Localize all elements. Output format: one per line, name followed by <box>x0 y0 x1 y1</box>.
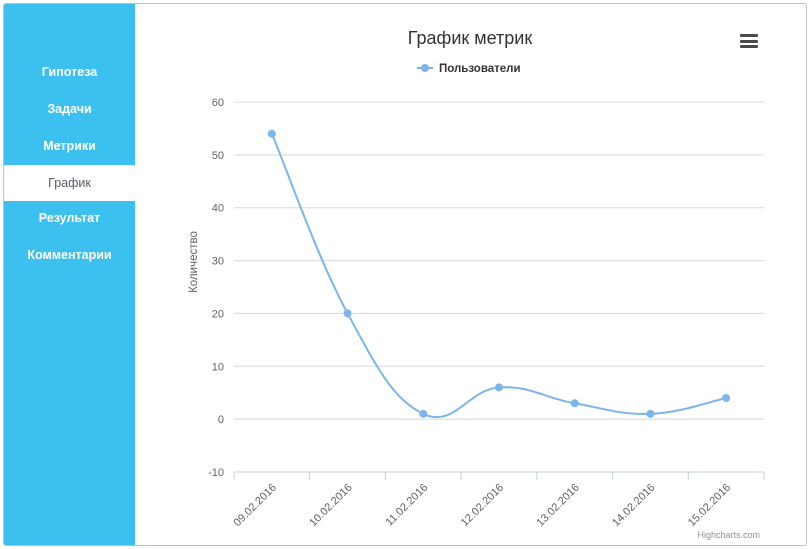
legend-item[interactable]: Пользователи <box>417 63 521 75</box>
x-tick-label: 09.02.2016 <box>232 482 279 529</box>
data-point[interactable] <box>267 129 276 138</box>
x-tick-label: 13.02.2016 <box>534 482 581 529</box>
y-tick-label: 50 <box>212 150 224 162</box>
x-tick-label: 11.02.2016 <box>384 482 431 529</box>
data-point[interactable] <box>495 383 503 392</box>
sidebar: Гипотеза Задачи Метрики График Результат… <box>4 4 135 545</box>
data-point[interactable] <box>419 409 428 418</box>
data-point[interactable] <box>722 394 731 402</box>
y-tick-label: 60 <box>212 97 224 109</box>
hypothesis-modal: Гипотеза Задачи Метрики График Результат… <box>4 4 806 545</box>
y-tick-label: 40 <box>212 203 224 215</box>
series-line <box>270 133 727 419</box>
legend-label: Пользователи <box>439 63 521 75</box>
highcharts-credits[interactable]: Highcharts.com <box>697 530 760 540</box>
sidebar-item-result[interactable]: Результат <box>38 211 101 225</box>
data-point[interactable] <box>646 409 655 418</box>
x-tick-label: 15.02.2016 <box>686 482 733 529</box>
sidebar-item-comments[interactable]: Комментарии <box>27 248 112 262</box>
sidebar-item-tasks[interactable]: Задачи <box>47 102 92 116</box>
legend-marker <box>421 64 429 72</box>
chart-container: График метрик Пользователи -10 0 10 20 30 40 50 6… <box>135 4 806 545</box>
x-tick-label: 10.02.2016 <box>307 482 354 529</box>
sidebar-item-metrics[interactable]: Метрики <box>43 139 96 153</box>
y-tick-label: 0 <box>218 414 224 426</box>
metrics-chart: График метрик Пользователи -10 0 10 20 30 40 50 6… <box>188 28 765 529</box>
x-tick-label: 14.02.2016 <box>610 482 657 529</box>
y-tick-label: 10 <box>212 361 224 373</box>
data-point[interactable] <box>343 309 352 318</box>
sidebar-item-hypothesis[interactable]: Гипотеза <box>41 65 98 79</box>
y-axis-title: Количество <box>188 231 200 293</box>
y-tick-label: 20 <box>212 308 224 320</box>
x-tick-label: 12.02.2016 <box>459 482 506 529</box>
y-tick-label: 30 <box>212 256 224 268</box>
y-tick-label: -10 <box>208 467 224 479</box>
hamburger-menu-icon[interactable] <box>740 34 758 48</box>
sidebar-item-chart[interactable]: График <box>4 165 135 201</box>
data-point[interactable] <box>570 399 579 408</box>
chart-title: График метрик <box>408 28 533 48</box>
